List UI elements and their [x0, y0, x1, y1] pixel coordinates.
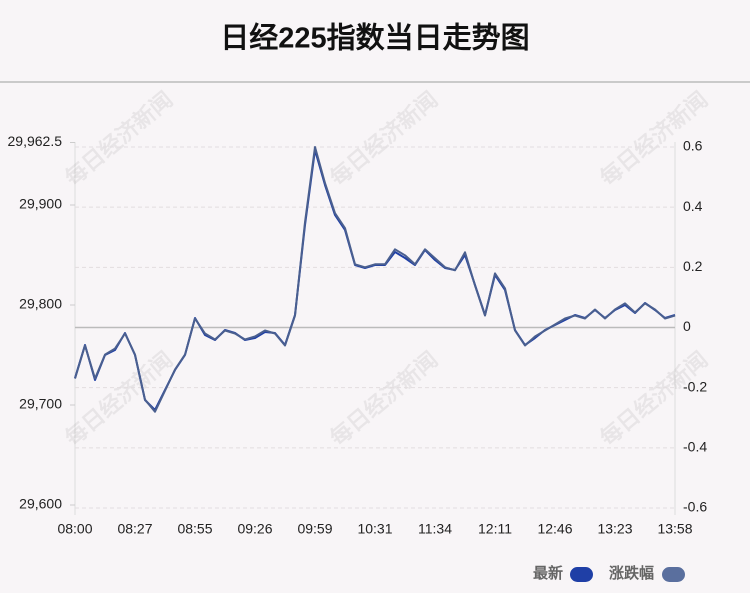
y-tick-label: 29,600 [19, 496, 62, 512]
chart-title: 日经225指数当日走势图 [220, 21, 529, 55]
y2-tick-label: 0.2 [683, 258, 703, 274]
y-tick-label: 29,700 [19, 396, 62, 412]
legend-swatch [570, 567, 593, 582]
legend-label: 最新 [533, 564, 563, 582]
y2-tick-label: -0.6 [683, 499, 707, 515]
y2-tick-label: 0.4 [683, 198, 703, 214]
x-tick-label: 08:55 [177, 521, 212, 537]
x-tick-label: 12:11 [478, 521, 512, 537]
x-tick-label: 13:58 [657, 521, 692, 537]
x-tick-label: 10:31 [357, 521, 392, 537]
data-line [74, 146, 676, 413]
y-tick-label: 29,900 [19, 196, 62, 212]
x-tick-label: 09:26 [237, 521, 272, 537]
legend-label: 涨跌幅 [609, 564, 654, 582]
y2-tick-label: -0.4 [683, 439, 707, 455]
x-tick-label: 08:00 [57, 521, 92, 537]
x-tick-label: 08:27 [117, 521, 152, 537]
y2-tick-label: -0.2 [683, 378, 707, 394]
legend-swatch [662, 567, 685, 582]
x-tick-label: 11:34 [418, 521, 452, 537]
x-tick-label: 13:23 [597, 521, 632, 537]
x-tick-label: 09:59 [297, 521, 332, 537]
x-tick-label: 12:46 [537, 521, 572, 537]
y2-tick-label: 0 [683, 318, 691, 334]
y-tick-label: 29,800 [19, 296, 62, 312]
y2-tick-label: 0.6 [683, 138, 703, 154]
y-tick-label: 29,962.5 [8, 133, 63, 149]
